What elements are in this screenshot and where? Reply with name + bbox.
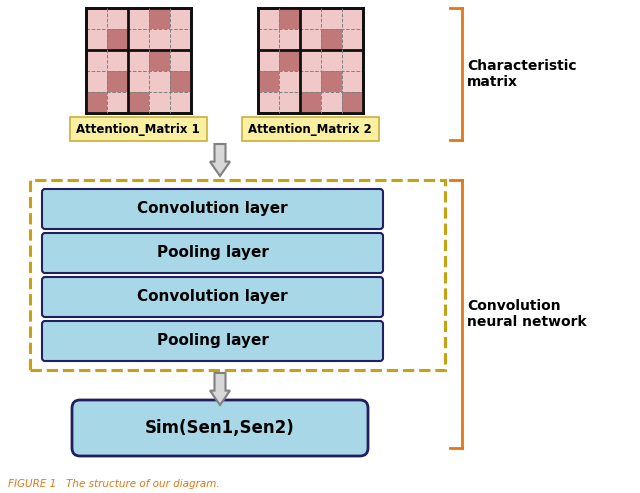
Text: Convolution layer: Convolution layer bbox=[137, 202, 288, 216]
Text: Attention_Matrix 1: Attention_Matrix 1 bbox=[76, 122, 200, 136]
Bar bbox=[106, 71, 127, 92]
Bar bbox=[148, 8, 170, 29]
Bar bbox=[321, 29, 342, 50]
FancyBboxPatch shape bbox=[42, 189, 383, 229]
Text: Attention_Matrix 2: Attention_Matrix 2 bbox=[248, 122, 372, 136]
FancyBboxPatch shape bbox=[72, 400, 368, 456]
Bar bbox=[86, 8, 191, 113]
Text: Characteristic
matrix: Characteristic matrix bbox=[467, 59, 577, 89]
Bar bbox=[300, 92, 321, 113]
Bar bbox=[321, 71, 342, 92]
FancyBboxPatch shape bbox=[42, 321, 383, 361]
Polygon shape bbox=[210, 144, 230, 176]
Bar bbox=[127, 92, 148, 113]
Bar bbox=[86, 92, 106, 113]
FancyBboxPatch shape bbox=[241, 117, 378, 141]
FancyBboxPatch shape bbox=[42, 233, 383, 273]
Bar bbox=[278, 50, 300, 71]
Text: Pooling layer: Pooling layer bbox=[157, 246, 268, 260]
Bar bbox=[257, 8, 362, 113]
Bar bbox=[30, 180, 445, 370]
Text: Convolution
neural network: Convolution neural network bbox=[467, 299, 587, 329]
FancyBboxPatch shape bbox=[70, 117, 207, 141]
Bar bbox=[257, 71, 278, 92]
Text: Sim(Sen1,Sen2): Sim(Sen1,Sen2) bbox=[145, 419, 295, 437]
Polygon shape bbox=[210, 373, 230, 405]
Text: Pooling layer: Pooling layer bbox=[157, 333, 268, 349]
Text: Convolution layer: Convolution layer bbox=[137, 289, 288, 305]
Bar bbox=[278, 8, 300, 29]
Bar bbox=[170, 71, 191, 92]
Text: FIGURE 1   The structure of our diagram.: FIGURE 1 The structure of our diagram. bbox=[8, 479, 220, 489]
FancyBboxPatch shape bbox=[42, 277, 383, 317]
Bar bbox=[148, 50, 170, 71]
Bar bbox=[342, 92, 362, 113]
Bar bbox=[106, 29, 127, 50]
